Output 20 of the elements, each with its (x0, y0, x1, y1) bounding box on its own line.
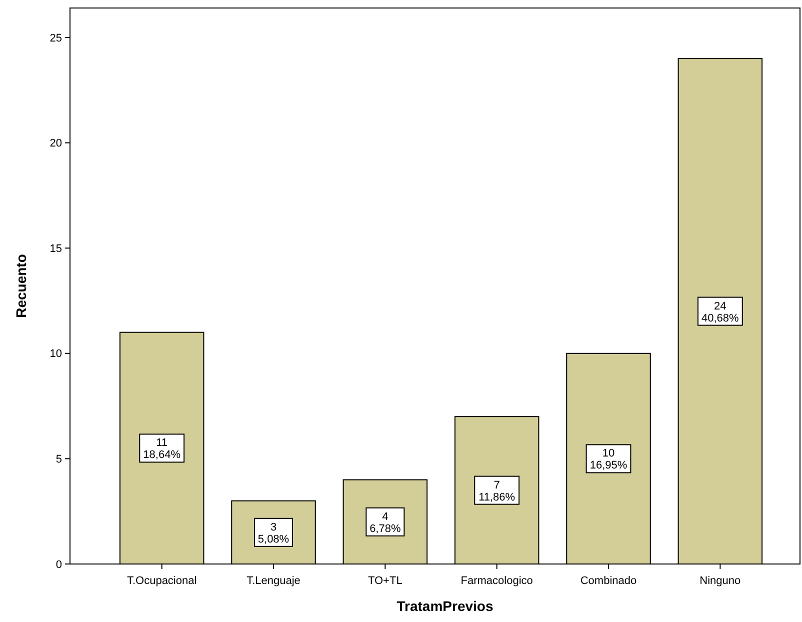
y-tick-label: 0 (56, 558, 62, 571)
y-tick-label: 25 (50, 32, 62, 44)
y-tick-label: 5 (56, 454, 62, 466)
data-label: 3 5,08% (258, 521, 290, 546)
x-tick-label: T.Lenguaje (246, 575, 300, 587)
x-tick-label: Farmacologico (460, 575, 533, 587)
data-label: 4 6,78% (370, 510, 401, 535)
y-tick-label: 20 (50, 138, 62, 150)
y-tick-label: 10 (50, 348, 62, 360)
data-label: 24 40,68% (702, 300, 740, 324)
y-tick-label: 15 (50, 242, 62, 255)
x-tick-label: T.Ocupacional (126, 575, 197, 587)
x-tick-label: Combinado (580, 575, 637, 587)
data-label: 11 18,64% (143, 437, 181, 462)
x-tick-label: Ninguno (700, 575, 741, 587)
data-label: 10 16,95% (590, 448, 628, 472)
y-axis-title: Recuento (13, 254, 29, 318)
data-label: 7 11,86% (478, 479, 516, 504)
x-tick-label: TO+TL (368, 575, 402, 587)
x-axis-title: TratamPrevios (396, 598, 494, 614)
